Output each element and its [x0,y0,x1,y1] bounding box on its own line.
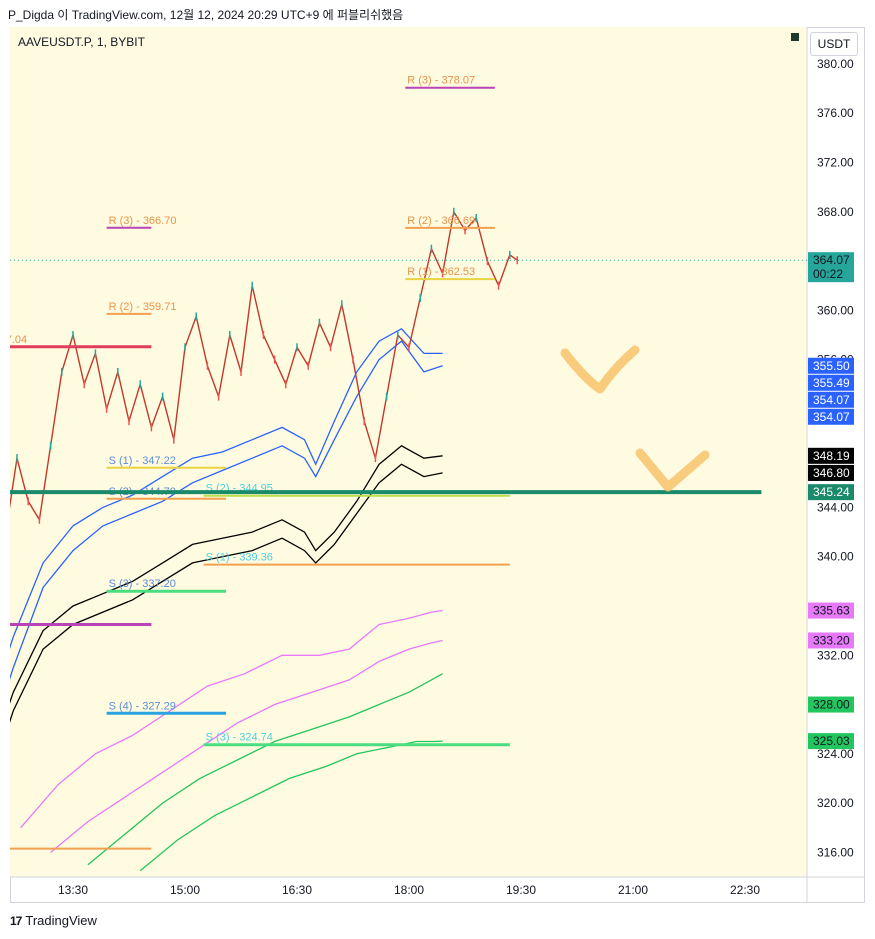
tradingview-logo[interactable]: 17 TradingView [10,913,97,928]
tradingview-brand: TradingView [25,913,97,928]
chart-canvas[interactable]: R (3) - 378.07 R (3) - 366.70 R (2) - 366.… [10,27,865,903]
last-price-badge-value: 364.07 [813,253,850,267]
pivot-level-label: S (1) - 339.36 [206,552,273,564]
y-tick-label: 360.00 [817,303,854,317]
pivot-level-label: R (3) - 378.07 [407,75,475,87]
price-badge [808,484,854,501]
price-badge [808,733,854,750]
y-tick-label: 320.00 [817,796,854,810]
price-badge-value: 354.07 [813,410,850,424]
price-badge [808,696,854,713]
pivot-level-label: R (2) - 366.69 [407,215,475,227]
price-badge [808,374,854,391]
price-badge [808,357,854,374]
band-line-black-upper [10,445,443,704]
y-tick-label: 344.00 [817,500,854,514]
annotation-check-mark [635,448,710,492]
pivot-level-label: S (4) - 327.29 [109,700,176,712]
price-line [10,209,518,522]
y-tick-label: 380.00 [817,57,854,71]
band-line-green-upper [87,673,443,866]
x-tick-label: 19:30 [506,883,536,897]
currency-button[interactable]: USDT [810,32,858,56]
pivot-level-label: R (1) - 357.04 [10,334,27,346]
pivot-level-label: R (3) - 366.70 [109,215,177,227]
band-line-blue-lower [10,340,443,680]
band-line-pink-upper [20,609,443,829]
price-badge-value: 346.80 [813,466,850,480]
price-badge [808,632,854,649]
annotation-check-mark [560,345,640,394]
price-badge-value: 354.07 [813,393,850,407]
y-tick-label: 324.00 [817,747,854,761]
price-badge-value: 333.20 [813,633,850,647]
last-price-badge-timer: 00:22 [813,267,843,281]
y-tick-label: 368.00 [817,205,854,219]
x-tick-label: 18:00 [394,883,424,897]
symbol-label[interactable]: AAVEUSDT.P, 1, BYBIT [18,35,145,49]
price-badge [808,391,854,408]
price-badge-value: 348.19 [813,449,850,463]
pivot-level-label: S (1) - 347.22 [109,455,176,467]
price-badge [808,464,854,481]
price-badge [808,602,854,619]
price-badge [808,447,854,464]
price-badge-value: 335.63 [813,604,850,618]
y-tick-label: 372.00 [817,156,854,170]
price-badge-value: 345.24 [813,485,850,499]
y-tick-label: 332.00 [817,648,854,662]
pivot-level-label: R (1) - 362.53 [407,266,475,278]
y-tick-label: 376.00 [817,106,854,120]
x-tick-label: 15:00 [170,883,200,897]
price-badge-value: 355.50 [813,359,850,373]
pivot-level-label: R (2) - 359.71 [109,301,177,313]
x-tick-label: 22:30 [730,883,760,897]
band-line-pink-lower [50,639,443,853]
pivot-level-label: S (3) - 337.20 [109,578,176,590]
price-badge-value: 355.49 [813,376,850,390]
last-price-badge [808,252,854,283]
price-badge-value: 325.03 [813,734,850,748]
y-tick-label: 316.00 [817,845,854,859]
x-tick-label: 21:00 [618,883,648,897]
price-badge [808,408,854,425]
x-tick-label: 16:30 [282,883,312,897]
x-tick-label: 13:30 [58,883,88,897]
band-line-green-lower [139,740,443,872]
band-line-blue-upper [10,327,443,650]
pivot-level-label: S (3) - 324.74 [206,732,273,744]
y-tick-label: 340.00 [817,550,854,564]
price-badge-value: 328.00 [813,698,850,712]
tradingview-icon: 17 [10,913,22,928]
publish-caption: P_Digda 이 TradingView.com, 12월 12, 2024 … [8,8,404,22]
band-line-black-lower [10,463,443,724]
indicator-square-icon[interactable] [791,33,799,41]
plot-area [10,27,807,877]
